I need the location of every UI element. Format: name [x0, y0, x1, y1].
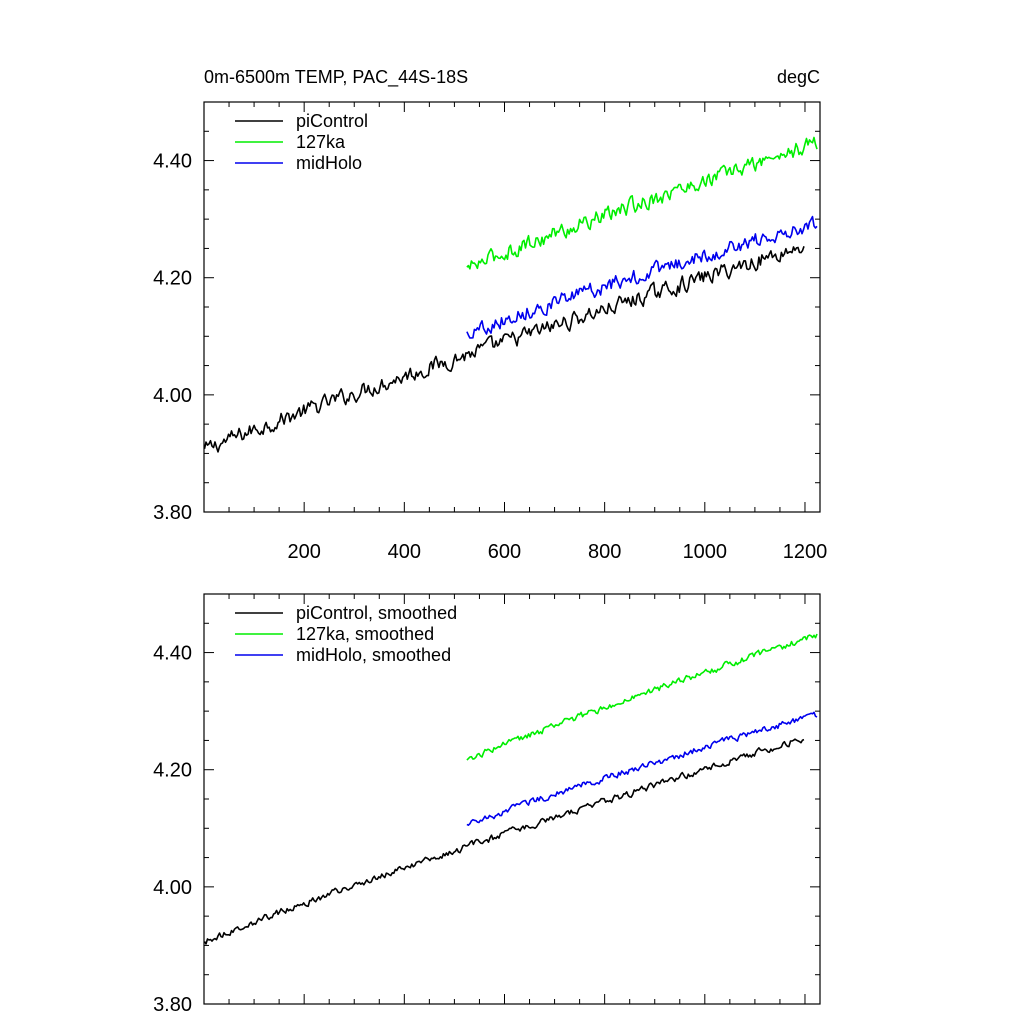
top-panel: 3.80 4.00 4.20 4.40 200 400 600 800 1000 1200 piCo… — [153, 101, 828, 563]
y-tick-label: 4.20 — [153, 268, 192, 290]
legend-label: piControl, smoothed — [296, 603, 457, 623]
x-tick-label: 1000 — [683, 541, 728, 563]
series-line — [466, 136, 818, 270]
legend-label: piControl — [296, 111, 368, 131]
legend-label: 127ka, smoothed — [296, 624, 434, 644]
legend-label: midHolo — [296, 153, 362, 173]
legend-label: midHolo, smoothed — [296, 645, 451, 665]
y-tick-label: 4.20 — [153, 760, 192, 782]
y-tick-label: 4.40 — [153, 151, 192, 173]
y-tick-label: 4.40 — [153, 643, 192, 665]
x-tick-label: 400 — [388, 541, 421, 563]
series-line — [203, 246, 805, 453]
x-tick-label: 800 — [588, 541, 621, 563]
chart-title: 0m-6500m TEMP, PAC_44S-18S — [204, 67, 468, 88]
x-tick-label: 200 — [287, 541, 320, 563]
bottom-panel: 3.80 4.00 4.20 4.40 piControl, smoothed127ka… — [153, 593, 821, 1016]
y-tick-label: 4.00 — [153, 385, 192, 407]
y-tick-label: 3.80 — [153, 994, 192, 1016]
x-tick-label: 1200 — [783, 541, 828, 563]
chart-units: degC — [777, 67, 820, 87]
series-line — [466, 215, 818, 339]
y-tick-label: 4.00 — [153, 877, 192, 899]
series-line — [466, 711, 818, 827]
x-tick-label: 600 — [488, 541, 521, 563]
series-line — [466, 633, 818, 761]
series-line — [203, 738, 805, 945]
y-tick-label: 3.80 — [153, 502, 192, 524]
legend-label: 127ka — [296, 132, 346, 152]
